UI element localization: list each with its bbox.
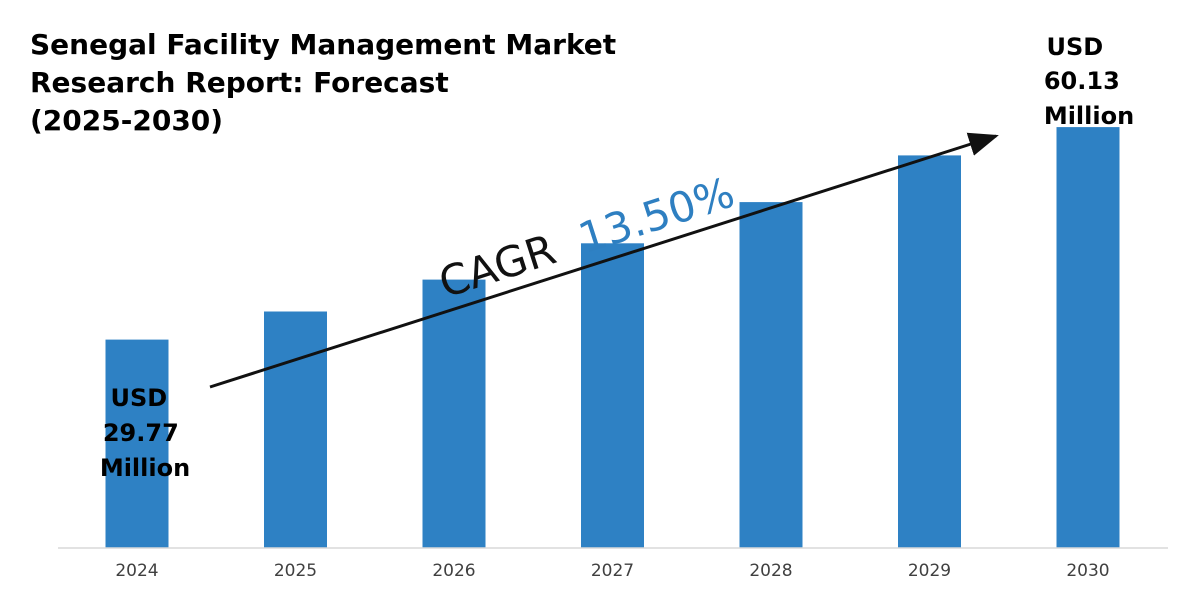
start-value-line-3: Million — [100, 454, 190, 482]
start-value-line-1: USD — [110, 384, 167, 412]
bar-2030 — [1056, 127, 1120, 548]
chart-title-line-2: Research Report: Forecast — [30, 66, 449, 99]
chart-title: Senegal Facility Management Market Resea… — [30, 26, 630, 140]
chart-title-line-1: Senegal Facility Management Market — [30, 28, 617, 61]
bar-2028 — [739, 202, 803, 548]
x-tick-label-2026: 2026 — [432, 561, 475, 581]
bar-2027 — [581, 243, 644, 549]
start-value-line-2: 29.77 — [103, 419, 179, 447]
bar-2029 — [898, 155, 961, 548]
bars-layer — [105, 127, 1120, 549]
x-tick-label-2027: 2027 — [591, 561, 634, 581]
bar-2024 — [105, 339, 169, 548]
x-tick-label-2024: 2024 — [115, 561, 158, 581]
x-tick-label-2028: 2028 — [749, 561, 792, 581]
cagr-value: 13.50% — [573, 168, 740, 263]
end-value-line-1: USD — [1046, 33, 1103, 61]
cagr-arrow — [209, 132, 999, 389]
x-tick-label-2029: 2029 — [908, 561, 951, 581]
end-value-label: USD 60.13 Million — [1044, 33, 1134, 130]
bar-2025 — [264, 311, 327, 548]
start-value-label: USD 29.77 Million — [100, 384, 190, 482]
x-tick-label-2030: 2030 — [1066, 561, 1109, 581]
chart-title-line-3: (2025-2030) — [30, 104, 224, 137]
end-value-line-2: 60.13 — [1044, 67, 1120, 95]
end-value-line-3: Million — [1044, 102, 1134, 130]
x-tick-labels: 2024 2025 2026 2027 2028 2029 2030 — [115, 561, 1109, 581]
x-tick-label-2025: 2025 — [274, 561, 317, 581]
bar-2026 — [422, 279, 486, 548]
